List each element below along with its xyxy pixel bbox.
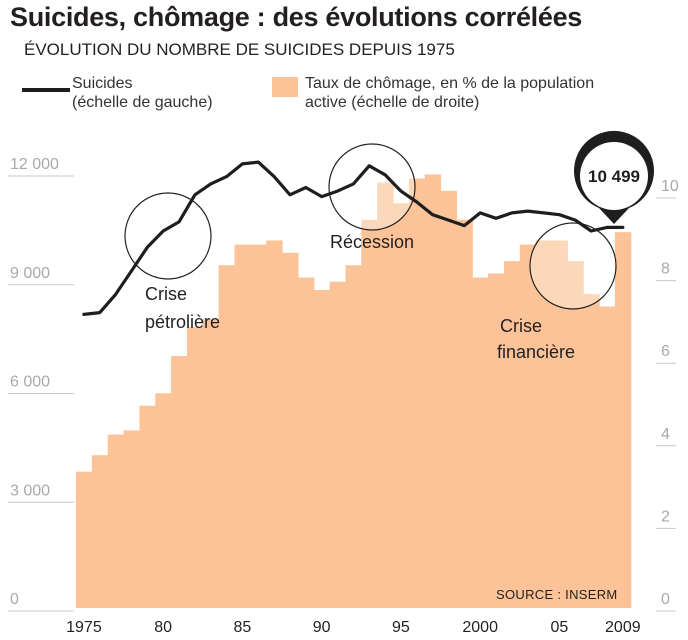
suicides-series-line bbox=[82, 160, 625, 316]
unemployment-bar bbox=[551, 240, 568, 608]
unemployment-bar bbox=[171, 356, 188, 608]
unemployment-bar bbox=[155, 393, 172, 608]
unemployment-bar bbox=[519, 244, 537, 608]
left-tick-label: 12 000 bbox=[10, 156, 59, 173]
unemployment-bar bbox=[234, 244, 251, 608]
right-tick-label: 8 bbox=[661, 261, 670, 278]
unemployment-bar bbox=[297, 277, 315, 608]
unemployment-bar bbox=[76, 471, 93, 608]
unemployment-bar bbox=[535, 240, 553, 608]
right-tick-label: 6 bbox=[661, 343, 670, 360]
unemployment-bar bbox=[282, 252, 299, 608]
unemployment-bar bbox=[488, 273, 505, 608]
legend-suicides-scale: (échelle de gauche) bbox=[72, 94, 213, 111]
unemployment-bar bbox=[408, 178, 426, 609]
x-tick-label: 85 bbox=[234, 619, 252, 636]
x-tick-label: 2009 bbox=[605, 619, 641, 636]
unemployment-bar bbox=[503, 261, 521, 608]
unemployment-bar bbox=[123, 430, 140, 608]
x-tick-label: 05 bbox=[551, 619, 569, 636]
annotation-financial-crisis-line1: Crise bbox=[500, 316, 542, 336]
legend-suicides-swatch bbox=[22, 88, 70, 92]
unemployment-bar bbox=[266, 240, 283, 608]
unemployment-bar bbox=[614, 232, 632, 609]
right-tick-label: 10 bbox=[661, 178, 679, 195]
crisis-circle bbox=[529, 222, 617, 310]
gridlines bbox=[8, 175, 676, 612]
legend-unemployment-label: Taux de chômage, en % de la population bbox=[305, 75, 595, 92]
legend-unemployment-scale: active (échelle de droite) bbox=[305, 94, 480, 111]
right-tick-label: 4 bbox=[661, 426, 670, 443]
unemployment-bar bbox=[440, 190, 457, 608]
left-tick-label: 6 000 bbox=[10, 374, 50, 391]
last-value-callout: 10 499 bbox=[574, 130, 654, 224]
unemployment-bar bbox=[456, 219, 473, 608]
unemployment-bar bbox=[424, 174, 442, 608]
unemployment-bar bbox=[567, 261, 584, 608]
callout-inner-circle bbox=[580, 142, 648, 210]
suicides-line bbox=[82, 160, 625, 316]
unemployment-bar bbox=[377, 182, 394, 609]
unemployment-bar bbox=[599, 306, 616, 608]
axis-ticks: 0 3 000 6 000 9 000 12 000 0 2 4 6 8 10 1975 80 85 90 9… bbox=[10, 156, 679, 636]
unemployment-bar bbox=[107, 434, 125, 608]
unemployment-bar bbox=[583, 294, 600, 608]
right-tick-label: 2 bbox=[661, 508, 670, 525]
unemployment-bar bbox=[139, 405, 156, 608]
x-tick-label: 80 bbox=[154, 619, 172, 636]
unemployment-bars bbox=[76, 174, 632, 609]
right-tick-label: 0 bbox=[661, 591, 670, 608]
x-tick-label: 2000 bbox=[462, 619, 498, 636]
unemployment-bar bbox=[186, 327, 204, 608]
crisis-circles bbox=[124, 143, 617, 310]
crisis-circle bbox=[328, 143, 416, 231]
annotation-financial-crisis-line2: financière bbox=[497, 342, 575, 362]
legend-suicides-label: Suicides bbox=[72, 75, 133, 92]
annotation-oil-crisis-line1: Crise bbox=[145, 284, 187, 304]
source-note: SOURCE : INSERM bbox=[496, 587, 618, 602]
callout-value: 10 499 bbox=[588, 167, 640, 186]
annotation-oil-crisis-line2: pétrolière bbox=[145, 312, 220, 332]
unemployment-bar bbox=[345, 265, 362, 608]
crisis-circle bbox=[124, 192, 212, 280]
left-tick-label: 9 000 bbox=[10, 265, 50, 282]
unemployment-bar bbox=[472, 277, 489, 608]
annotation-recession: Récession bbox=[330, 232, 414, 252]
x-tick-label: 95 bbox=[392, 619, 410, 636]
chart-title: Suicides, chômage : des évolutions corré… bbox=[10, 2, 583, 32]
x-tick-label: 90 bbox=[313, 619, 331, 636]
legend-unemployment-swatch bbox=[272, 77, 298, 97]
unemployment-bar bbox=[313, 289, 331, 608]
unemployment-bar bbox=[329, 281, 347, 608]
unemployment-bar bbox=[91, 455, 109, 608]
unemployment-bar bbox=[361, 219, 378, 608]
unemployment-bar bbox=[218, 265, 236, 608]
legend-suicides: Suicides (échelle de gauche) bbox=[72, 74, 213, 112]
x-tick-label: 1975 bbox=[66, 619, 102, 636]
chart-subtitle: ÉVOLUTION DU NOMBRE DE SUICIDES DEPUIS 1… bbox=[24, 40, 455, 59]
legend-unemployment: Taux de chômage, en % de la population a… bbox=[305, 74, 594, 112]
unemployment-bar bbox=[250, 244, 267, 608]
unemployment-bar bbox=[202, 318, 220, 608]
left-tick-label: 3 000 bbox=[10, 482, 50, 499]
unemployment-bar bbox=[393, 203, 410, 608]
left-tick-label: 0 bbox=[10, 591, 19, 608]
